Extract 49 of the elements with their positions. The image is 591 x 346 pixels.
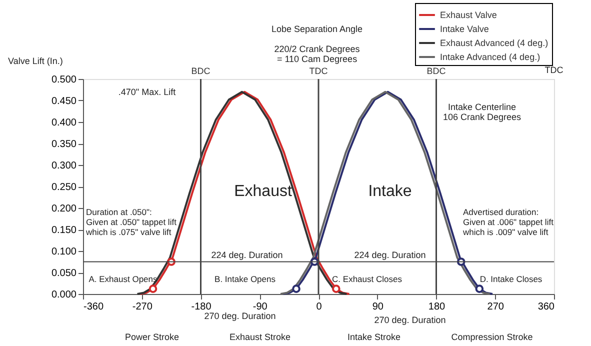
y-tick-label: 0.450	[51, 96, 77, 107]
y-tick-label: 0.350	[51, 139, 77, 150]
y-tick-label: 0.150	[51, 225, 77, 236]
x-tick-label: 270	[487, 302, 504, 312]
y-tick-label: 0.100	[51, 246, 77, 258]
y-tick-label: 0.000	[51, 290, 77, 300]
x-tick-label: 180	[428, 302, 446, 312]
text: Compression Stroke	[451, 332, 533, 342]
annotation: .470" Max. Lift	[118, 87, 176, 97]
x-tick-label: -180	[191, 302, 212, 312]
text: Exhaust Stroke	[229, 332, 291, 342]
text: Power Stroke	[124, 332, 180, 342]
y-tick-label: 0.500	[51, 74, 77, 86]
x-tick-label: -90	[252, 302, 268, 312]
annotation: Duration at .050": Given at .050" tappet lift which is .075" valve lift	[85, 207, 178, 237]
x-tick-label: 0	[316, 302, 322, 312]
text: 220/2 Crank Degrees = 110 Cam Degrees	[274, 44, 360, 64]
text: 270 deg. Duration	[204, 311, 276, 321]
ref-line-label: BDC	[426, 66, 446, 76]
y-tick-label: 0.200	[51, 204, 77, 214]
y-tick-label: 0.400	[51, 118, 77, 128]
annotation: B. Intake Opens	[214, 274, 276, 284]
annotation: D. Intake Closes	[480, 274, 542, 284]
legend-label: Intake Advanced (4 deg.)	[440, 52, 540, 62]
y-axis-title: Valve Lift (In.)	[8, 56, 63, 66]
annotation: A. Exhaust Opens	[88, 274, 158, 284]
annotation: C. Exhaust Closes	[332, 274, 402, 284]
annotation: Advertised duration: Given at .006" tappet lift which is .009" valve lift	[462, 207, 554, 237]
x-tick-label: 90	[372, 302, 384, 312]
annotation: Intake Centerline 106 Crank Degrees	[442, 102, 522, 122]
text: Lobe Separation Angle	[271, 24, 363, 34]
y-tick-label: 0.050	[51, 268, 77, 279]
annotation: Intake	[368, 183, 412, 200]
text: Intake Stroke	[347, 332, 401, 342]
annotation: 224 deg. Duration	[211, 250, 283, 260]
x-tick-label: -360	[84, 302, 104, 312]
annotation: 224 deg. Duration	[354, 250, 426, 260]
x-tick-label: 360	[538, 302, 555, 312]
ref-line-label: TDC	[309, 66, 328, 76]
x-tick-label: -270	[132, 302, 153, 312]
y-tick-label: 0.250	[51, 182, 77, 193]
text: TDC	[544, 65, 564, 75]
ref-line-label: BDC	[191, 66, 211, 76]
legend-label: Exhaust Valve	[440, 10, 497, 20]
legend-label: Exhaust Advanced (4 deg.)	[440, 38, 548, 48]
annotation: Exhaust	[234, 183, 292, 200]
text: 270 deg. Duration	[374, 315, 446, 325]
legend-label: Intake Valve	[440, 24, 489, 34]
y-tick-label: 0.300	[51, 160, 77, 172]
